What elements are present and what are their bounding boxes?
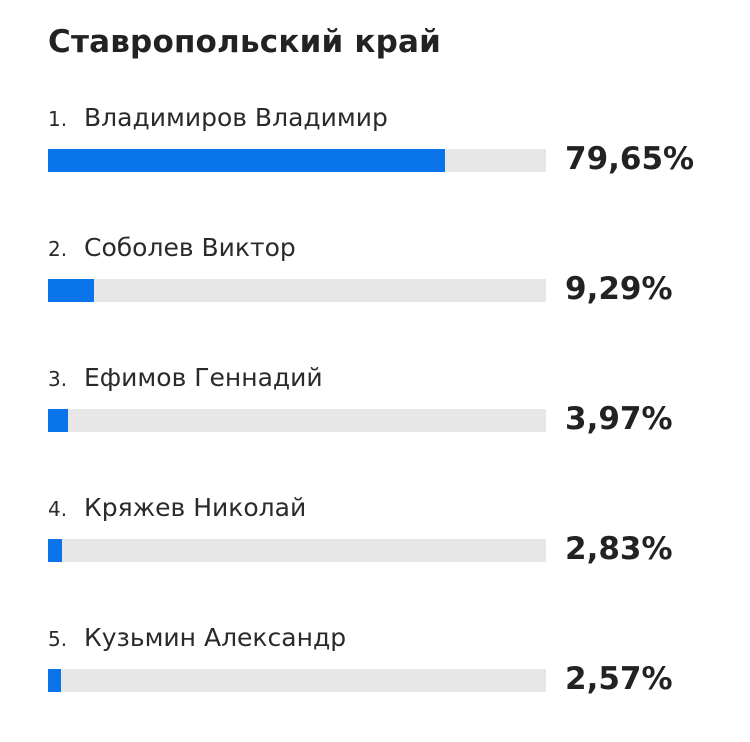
chart-title: Ставропольский край: [48, 24, 442, 60]
bar-fill: [48, 149, 445, 172]
bar-fill: [48, 409, 68, 432]
candidate-percent: 79,65%: [565, 141, 695, 177]
candidate-row: 3. Ефимов Геннадий 3,97%: [48, 363, 708, 453]
candidate-label: 3. Ефимов Геннадий: [48, 363, 323, 392]
bar-fill: [48, 279, 95, 302]
candidate-percent: 2,83%: [565, 531, 673, 567]
candidate-label: 5. Кузьмин Александр: [48, 623, 346, 652]
candidate-rank: 4.: [48, 497, 68, 521]
candidate-rank: 2.: [48, 237, 68, 261]
candidate-rank: 5.: [48, 627, 68, 651]
candidate-row: 4. Кряжев Николай 2,83%: [48, 493, 708, 583]
candidate-label: 1. Владимиров Владимир: [48, 103, 388, 132]
bar-track: [48, 279, 546, 302]
candidate-name: Владимиров Владимир: [84, 103, 388, 132]
candidate-name: Кузьмин Александр: [84, 623, 347, 652]
candidate-row: 2. Соболев Виктор 9,29%: [48, 233, 708, 323]
candidate-percent: 3,97%: [565, 401, 673, 437]
bar-track: [48, 539, 546, 562]
candidate-rank: 3.: [48, 367, 68, 391]
bar-fill: [48, 539, 63, 562]
candidate-percent: 9,29%: [565, 271, 673, 307]
candidate-row: 1. Владимиров Владимир 79,65%: [48, 103, 708, 193]
candidate-name: Соболев Виктор: [84, 233, 296, 262]
candidate-rank: 1.: [48, 107, 68, 131]
bar-track: [48, 409, 546, 432]
candidate-label: 4. Кряжев Николай: [48, 493, 306, 522]
candidate-percent: 2,57%: [565, 661, 673, 697]
bar-track: [48, 149, 546, 172]
candidate-name: Ефимов Геннадий: [84, 363, 323, 392]
candidate-name: Кряжев Николай: [84, 493, 307, 522]
bar-track: [48, 669, 546, 692]
candidate-label: 2. Соболев Виктор: [48, 233, 296, 262]
bar-fill: [48, 669, 61, 692]
candidate-row: 5. Кузьмин Александр 2,57%: [48, 623, 708, 713]
